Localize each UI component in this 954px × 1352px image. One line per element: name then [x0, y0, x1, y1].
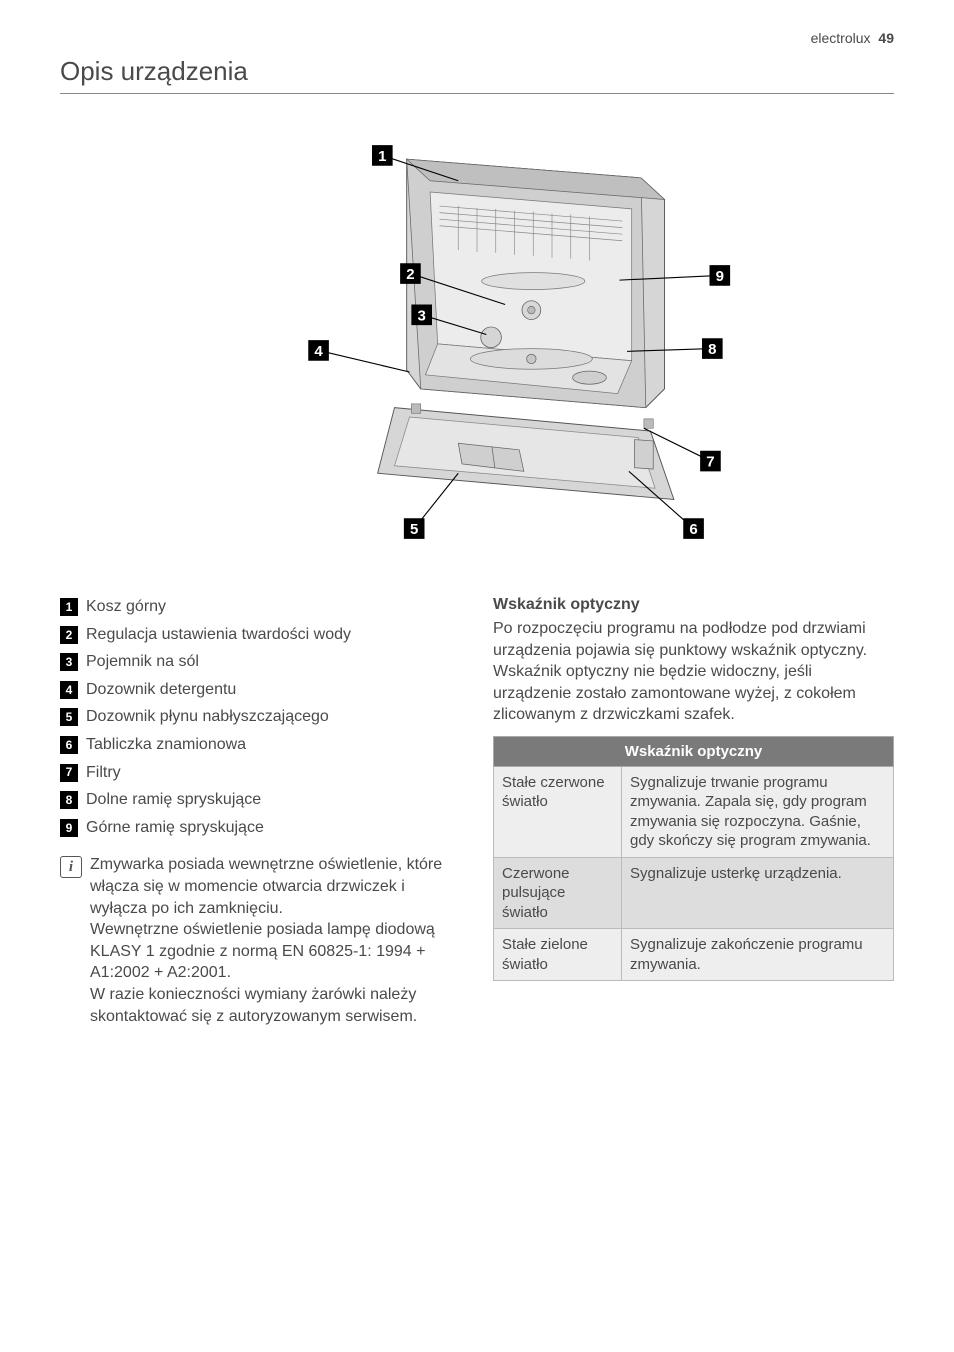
- left-column: 1 Kosz górny 2 Regulacja ustawienia twardoś…: [60, 596, 461, 1027]
- svg-text:1: 1: [378, 148, 386, 165]
- page-header: electrolux 49: [60, 30, 894, 46]
- info-note: i Zmywarka posiada wewnętrzne oświetleni…: [60, 854, 461, 1027]
- table-body: Stałe czerwone światłoSygnalizuje trwani…: [494, 766, 894, 981]
- part-number-box: 2: [60, 626, 78, 644]
- appliance-illustration: [378, 159, 674, 499]
- parts-list-item: 1 Kosz górny: [60, 596, 461, 618]
- part-number-box: 3: [60, 653, 78, 671]
- info-note-text: Zmywarka posiada wewnętrzne oświetlenie,…: [90, 854, 461, 1027]
- optical-indicator-paragraph: Po rozpoczęciu programu na podłodze pod …: [493, 618, 894, 726]
- svg-text:6: 6: [689, 521, 697, 538]
- right-column: Wskaźnik optyczny Po rozpoczęciu program…: [493, 596, 894, 1027]
- part-label: Dolne ramię spryskujące: [86, 789, 261, 811]
- part-number-box: 8: [60, 791, 78, 809]
- table-cell-left: Stałe zielone światło: [494, 929, 622, 981]
- svg-text:8: 8: [708, 341, 716, 358]
- appliance-diagram: 1 2 3 4 5 6 7 8 9: [177, 112, 777, 572]
- part-label: Regulacja ustawienia twardości wody: [86, 624, 351, 646]
- svg-text:4: 4: [314, 343, 323, 360]
- table-header: Wskaźnik optyczny: [494, 736, 894, 766]
- part-label: Tabliczka znamionowa: [86, 734, 246, 756]
- table-row: Czerwone pulsujące światłoSygnalizuje us…: [494, 857, 894, 929]
- content-columns: 1 Kosz górny 2 Regulacja ustawienia twardoś…: [60, 596, 894, 1027]
- part-number-box: 7: [60, 764, 78, 782]
- table-row: Stałe zielone światłoSygnalizuje zakończ…: [494, 929, 894, 981]
- part-label: Dozownik detergentu: [86, 679, 236, 701]
- brand-label: electrolux: [811, 30, 871, 46]
- svg-text:5: 5: [410, 521, 418, 538]
- part-label: Filtry: [86, 762, 121, 784]
- table-row: Stałe czerwone światłoSygnalizuje trwani…: [494, 766, 894, 857]
- parts-list-item: 8 Dolne ramię spryskujące: [60, 789, 461, 811]
- parts-list-item: 2 Regulacja ustawienia twardości wody: [60, 624, 461, 646]
- part-number-box: 4: [60, 681, 78, 699]
- svg-text:7: 7: [706, 454, 714, 471]
- info-icon: i: [60, 856, 82, 878]
- part-number-box: 9: [60, 819, 78, 837]
- page-title: Opis urządzenia: [60, 56, 894, 94]
- part-label: Górne ramię spryskujące: [86, 817, 264, 839]
- table-cell-left: Stałe czerwone światło: [494, 766, 622, 857]
- parts-list-item: 3 Pojemnik na sól: [60, 651, 461, 673]
- parts-list-item: 4 Dozownik detergentu: [60, 679, 461, 701]
- page: electrolux 49 Opis urządzenia: [0, 0, 954, 1067]
- parts-list-item: 5 Dozownik płynu nabłyszczającego: [60, 706, 461, 728]
- parts-list: 1 Kosz górny 2 Regulacja ustawienia twardoś…: [60, 596, 461, 838]
- part-label: Pojemnik na sól: [86, 651, 199, 673]
- table-cell-right: Sygnalizuje usterkę urządzenia.: [622, 857, 894, 929]
- svg-text:2: 2: [406, 266, 414, 283]
- parts-list-item: 9 Górne ramię spryskujące: [60, 817, 461, 839]
- table-cell-left: Czerwone pulsujące światło: [494, 857, 622, 929]
- table-cell-right: Sygnalizuje zakończenie programu zmywani…: [622, 929, 894, 981]
- parts-list-item: 6 Tabliczka znamionowa: [60, 734, 461, 756]
- parts-list-item: 7 Filtry: [60, 762, 461, 784]
- part-number-box: 6: [60, 736, 78, 754]
- optical-indicator-table: Wskaźnik optyczny Stałe czerwone światło…: [493, 736, 894, 982]
- page-number: 49: [878, 30, 894, 46]
- part-label: Kosz górny: [86, 596, 166, 618]
- part-number-box: 1: [60, 598, 78, 616]
- part-label: Dozownik płynu nabłyszczającego: [86, 706, 329, 728]
- svg-text:9: 9: [716, 268, 724, 285]
- table-cell-right: Sygnalizuje trwanie programu zmywania. Z…: [622, 766, 894, 857]
- diagram-container: 1 2 3 4 5 6 7 8 9: [60, 112, 894, 572]
- svg-text:3: 3: [418, 307, 426, 324]
- part-number-box: 5: [60, 708, 78, 726]
- optical-indicator-heading: Wskaźnik optyczny: [493, 596, 894, 614]
